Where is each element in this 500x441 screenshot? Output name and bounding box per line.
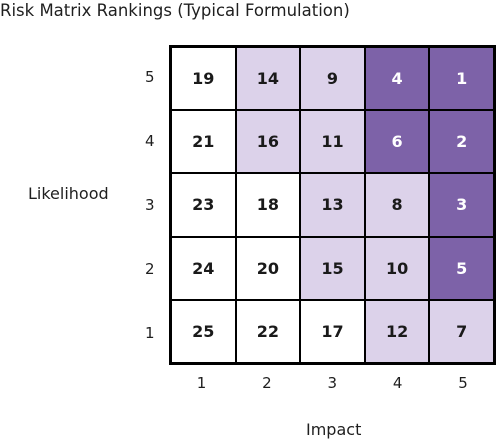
x-tick-label: 2 <box>262 374 272 392</box>
matrix-cell: 18 <box>235 173 301 237</box>
matrix-cell: 5 <box>429 236 494 300</box>
matrix-cell: 6 <box>364 110 430 174</box>
matrix-cell: 25 <box>171 299 236 363</box>
x-tick-label: 5 <box>458 374 468 392</box>
matrix-cell: 2 <box>429 110 494 174</box>
x-axis-label: Impact <box>306 420 362 439</box>
matrix-cell: 16 <box>235 110 301 174</box>
y-tick-label: 1 <box>145 324 155 342</box>
matrix-cell: 19 <box>171 47 236 111</box>
risk-matrix-grid: 19 14 9 4 1 21 16 11 6 2 23 18 13 8 3 24 20 15 10 5 25 22 17 12… <box>169 45 496 365</box>
matrix-cell: 15 <box>300 236 365 300</box>
x-tick-label: 3 <box>327 374 338 392</box>
y-axis-label: Likelihood <box>28 184 109 203</box>
matrix-cell: 12 <box>364 299 430 363</box>
y-tick-label: 4 <box>145 132 155 150</box>
chart-title: Risk Matrix Rankings (Typical Formulatio… <box>0 1 350 20</box>
matrix-cell: 3 <box>429 173 494 237</box>
x-tick-label: 4 <box>392 374 403 392</box>
matrix-cell: 21 <box>171 110 236 174</box>
y-tick-label: 2 <box>145 260 155 278</box>
matrix-cell: 7 <box>429 299 494 363</box>
matrix-cell: 17 <box>300 299 365 363</box>
y-tick-label: 5 <box>145 68 155 86</box>
matrix-cell: 9 <box>300 47 365 111</box>
matrix-cell: 22 <box>235 299 301 363</box>
matrix-cell: 20 <box>235 236 301 300</box>
matrix-cell: 1 <box>429 47 494 111</box>
matrix-cell: 13 <box>300 173 365 237</box>
matrix-cell: 24 <box>171 236 236 300</box>
matrix-cell: 8 <box>364 173 430 237</box>
matrix-cell: 10 <box>364 236 430 300</box>
y-tick-label: 3 <box>145 196 155 214</box>
matrix-cell: 23 <box>171 173 236 237</box>
matrix-cell: 11 <box>300 110 365 174</box>
matrix-cell: 14 <box>235 47 301 111</box>
matrix-cell: 4 <box>364 47 430 111</box>
x-tick-label: 1 <box>196 374 207 392</box>
